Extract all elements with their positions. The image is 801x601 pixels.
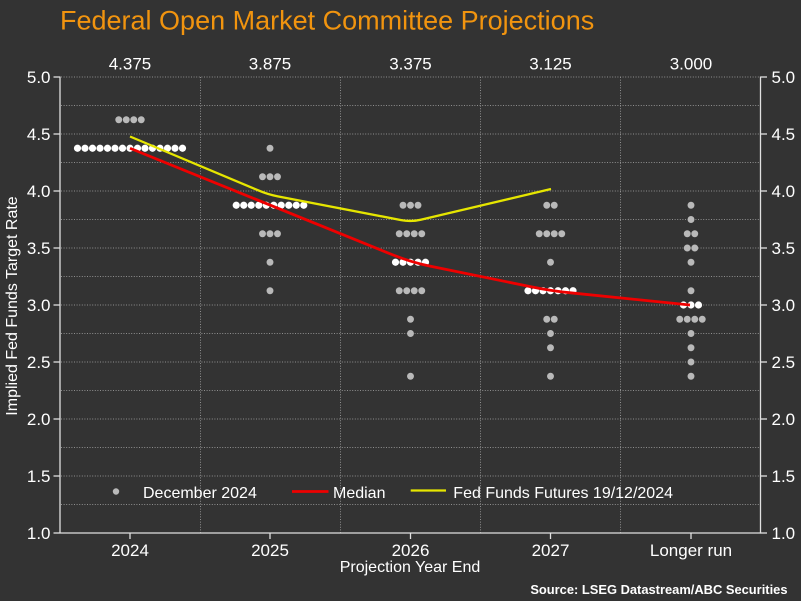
svg-text:1.5: 1.5: [772, 467, 796, 486]
svg-text:3.375: 3.375: [389, 55, 432, 74]
svg-text:3.000: 3.000: [670, 55, 713, 74]
svg-text:2026: 2026: [392, 541, 430, 560]
svg-text:3.5: 3.5: [772, 239, 796, 258]
svg-text:Source: LSEG Datastream/ABC Se: Source: LSEG Datastream/ABC Securities: [530, 582, 787, 597]
svg-text:2.0: 2.0: [27, 410, 51, 429]
svg-text:2.0: 2.0: [772, 410, 796, 429]
svg-text:4.5: 4.5: [772, 125, 796, 144]
svg-text:3.875: 3.875: [249, 55, 292, 74]
svg-text:5.0: 5.0: [27, 68, 51, 87]
svg-text:2025: 2025: [251, 541, 289, 560]
svg-text:3.125: 3.125: [529, 55, 572, 74]
svg-text:Federal Open Market Committee: Federal Open Market Committee Projection…: [60, 6, 594, 36]
svg-text:4.0: 4.0: [772, 182, 796, 201]
svg-text:2024: 2024: [111, 541, 149, 560]
svg-text:Median: Median: [333, 485, 385, 502]
svg-text:3.5: 3.5: [27, 239, 51, 258]
svg-text:3.0: 3.0: [772, 296, 796, 315]
svg-text:Projection Year End: Projection Year End: [340, 559, 481, 576]
svg-text:1.0: 1.0: [772, 524, 796, 543]
svg-text:Implied Fed Funds Target Rate: Implied Fed Funds Target Rate: [4, 196, 21, 415]
svg-text:4.5: 4.5: [27, 125, 51, 144]
svg-text:1.0: 1.0: [27, 524, 51, 543]
svg-text:Longer run: Longer run: [650, 541, 732, 560]
svg-text:2027: 2027: [532, 541, 570, 560]
svg-text:2.5: 2.5: [772, 353, 796, 372]
svg-text:1.5: 1.5: [27, 467, 51, 486]
svg-text:4.0: 4.0: [27, 182, 51, 201]
svg-text:3.0: 3.0: [27, 296, 51, 315]
svg-text:4.375: 4.375: [109, 55, 152, 74]
svg-text:December 2024: December 2024: [143, 485, 257, 502]
svg-text:5.0: 5.0: [772, 68, 796, 87]
svg-text:2.5: 2.5: [27, 353, 51, 372]
svg-text:Fed Funds Futures 19/12/2024: Fed Funds Futures 19/12/2024: [453, 485, 673, 502]
